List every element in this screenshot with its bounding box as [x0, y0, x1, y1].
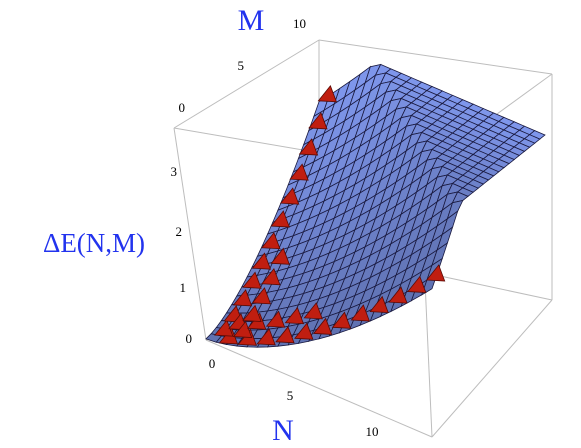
z-tick-0: 0	[186, 331, 193, 346]
z-tick-1: 1	[180, 280, 187, 295]
n-axis-ticks: 0 5 10	[209, 356, 379, 439]
m-tick-5: 5	[238, 58, 245, 73]
data-markers	[214, 85, 446, 346]
n-tick-5: 5	[287, 388, 294, 403]
data-point	[261, 267, 281, 286]
data-point	[251, 252, 272, 270]
data-point	[312, 317, 333, 335]
data-point	[242, 304, 262, 322]
data-point	[308, 112, 328, 130]
data-point	[331, 311, 352, 329]
data-point	[275, 326, 295, 344]
data-point	[284, 306, 305, 325]
m-axis-ticks: 0 5 10	[179, 16, 307, 115]
data-point	[251, 287, 272, 305]
data-point	[425, 264, 446, 282]
z-axis-title: ΔE(N,M)	[43, 228, 145, 258]
data-point	[350, 304, 370, 322]
data-point	[294, 322, 314, 340]
data-point	[265, 310, 286, 328]
data-point	[289, 163, 309, 181]
m-axis-title: M	[238, 4, 265, 37]
z-tick-2: 2	[176, 224, 183, 239]
m-tick-10: 10	[293, 16, 306, 31]
data-point	[270, 247, 290, 265]
data-point	[270, 210, 290, 228]
data-point	[407, 275, 427, 293]
data-point	[303, 302, 323, 320]
data-point	[261, 231, 281, 250]
data-point	[298, 138, 319, 156]
n-axis-title: N	[272, 414, 294, 447]
data-point	[232, 289, 253, 307]
n-tick-0: 0	[209, 356, 216, 371]
data-point	[369, 295, 389, 314]
data-point	[279, 187, 300, 205]
z-axis-ticks: 0 1 2 3	[171, 164, 193, 346]
n-tick-10: 10	[366, 424, 379, 439]
data-point	[242, 271, 262, 289]
data-point	[232, 320, 253, 338]
m-tick-0: 0	[179, 100, 186, 115]
z-tick-3: 3	[171, 164, 178, 179]
data-point	[388, 286, 408, 304]
data-point	[256, 328, 276, 346]
data-point	[317, 85, 338, 103]
